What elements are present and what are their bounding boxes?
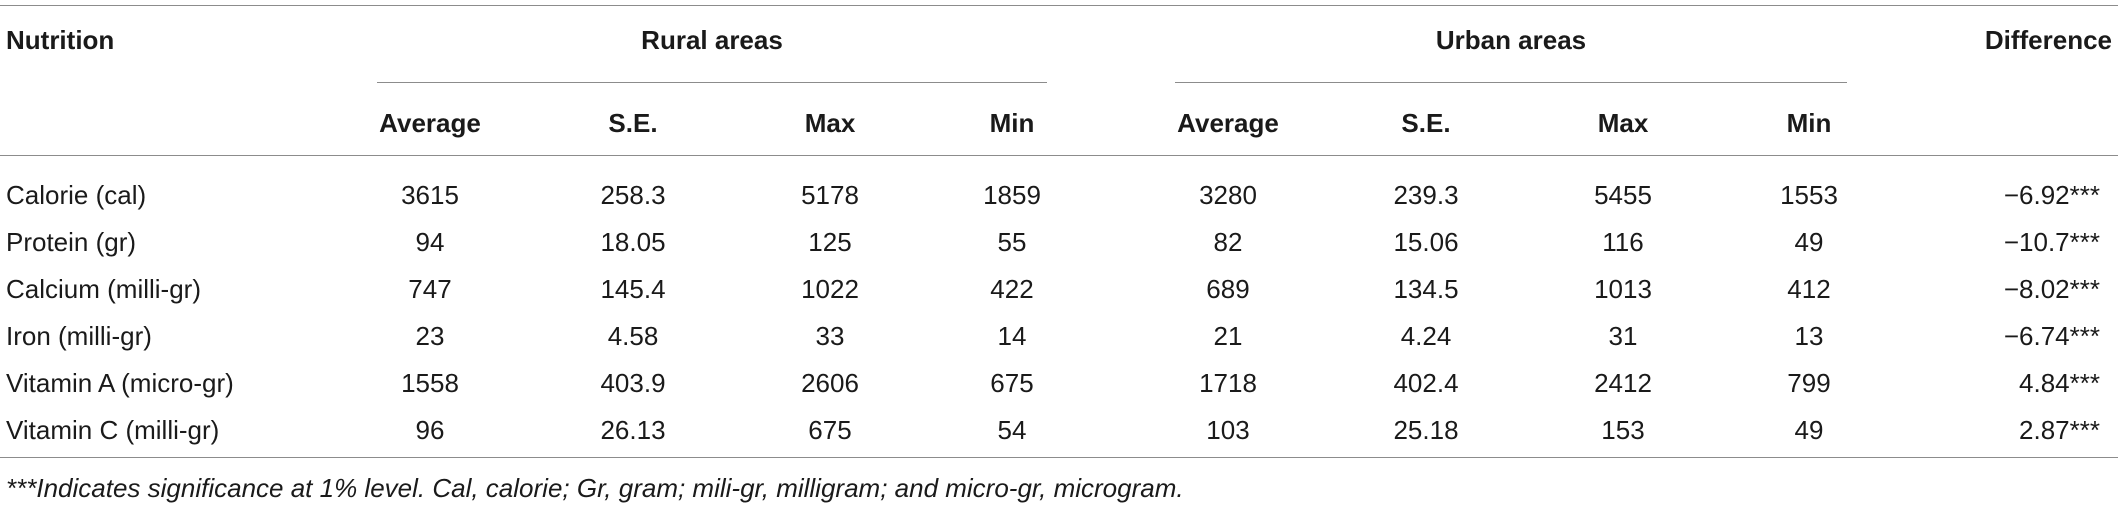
cell-difference: 4.84***: [2019, 368, 2100, 398]
cell-rural-average: 23: [415, 321, 445, 351]
row-label: Protein (gr): [6, 227, 137, 257]
cell-rural-average: 96: [415, 415, 445, 445]
cell-rural-average: 94: [415, 227, 445, 257]
cell-urban-average: 3280: [1199, 180, 1257, 210]
cell-urban-min: 412: [1787, 274, 1831, 304]
subheader-rural-se: S.E.: [608, 108, 658, 138]
cell-urban-max: 1013: [1594, 274, 1652, 304]
subheader-urban-max: Max: [1597, 108, 1649, 138]
cell-urban-max: 116: [1602, 227, 1644, 257]
cell-rural-se: 145.4: [600, 274, 666, 304]
cell-urban-average: 1718: [1199, 368, 1257, 398]
cell-urban-min: 799: [1787, 368, 1831, 398]
cell-rural-se: 18.05: [600, 227, 666, 257]
cell-rural-max: 33: [815, 321, 845, 351]
cell-difference: −8.02***: [2003, 274, 2100, 304]
cell-urban-min: 49: [1794, 415, 1824, 445]
subheader-rural-max: Max: [804, 108, 856, 138]
cell-urban-average: 689: [1206, 274, 1250, 304]
subheader-urban-average: Average: [1177, 108, 1279, 138]
row-label: Calorie (cal): [6, 180, 147, 210]
cell-rural-se: 4.58: [607, 321, 659, 351]
cell-urban-se: 25.18: [1393, 415, 1459, 445]
cell-urban-max: 5455: [1594, 180, 1652, 210]
cell-urban-se: 134.5: [1393, 274, 1459, 304]
cell-rural-min: 422: [990, 274, 1034, 304]
cell-rural-average: 1558: [401, 368, 459, 398]
cell-urban-max: 2412: [1594, 368, 1652, 398]
urban-group-rule: [1175, 82, 1847, 83]
subheader-urban-se: S.E.: [1401, 108, 1451, 138]
cell-rural-se: 258.3: [600, 180, 666, 210]
row-label: Vitamin A (micro-gr): [6, 368, 234, 398]
cell-urban-max: 31: [1608, 321, 1638, 351]
cell-rural-max: 125: [808, 227, 852, 257]
rural-group-rule: [377, 82, 1047, 83]
cell-rural-max: 2606: [801, 368, 859, 398]
cell-urban-se: 15.06: [1393, 227, 1459, 257]
cell-difference: 2.87***: [2019, 415, 2100, 445]
cell-difference: −6.74***: [2003, 321, 2100, 351]
header-bottom-rule: [0, 155, 2118, 156]
cell-rural-se: 26.13: [600, 415, 666, 445]
cell-rural-min: 14: [997, 321, 1027, 351]
header-nutrition: Nutrition: [6, 25, 115, 55]
cell-rural-average: 3615: [401, 180, 459, 210]
row-label: Iron (milli-gr): [6, 321, 152, 351]
header-rural-areas: Rural areas: [641, 25, 783, 55]
cell-urban-min: 1553: [1780, 180, 1838, 210]
cell-rural-min: 1859: [983, 180, 1041, 210]
subheader-rural-average: Average: [379, 108, 481, 138]
cell-urban-se: 239.3: [1393, 180, 1459, 210]
cell-rural-min: 55: [997, 227, 1027, 257]
cell-urban-min: 13: [1794, 321, 1824, 351]
cell-urban-se: 402.4: [1393, 368, 1459, 398]
cell-urban-se: 4.24: [1400, 321, 1452, 351]
cell-rural-max: 1022: [801, 274, 859, 304]
row-label: Calcium (milli-gr): [6, 274, 201, 304]
table-footnote: ***Indicates significance at 1% level. C…: [6, 473, 1184, 503]
cell-rural-se: 403.9: [600, 368, 666, 398]
cell-rural-max: 675: [808, 415, 852, 445]
cell-urban-min: 49: [1794, 227, 1824, 257]
cell-urban-average: 82: [1213, 227, 1243, 257]
cell-urban-average: 103: [1206, 415, 1250, 445]
cell-difference: −6.92***: [2003, 180, 2100, 210]
subheader-rural-min: Min: [989, 108, 1035, 138]
cell-rural-max: 5178: [801, 180, 859, 210]
cell-rural-min: 675: [990, 368, 1034, 398]
cell-urban-max: 153: [1601, 415, 1645, 445]
cell-rural-min: 54: [997, 415, 1027, 445]
subheader-urban-min: Min: [1786, 108, 1832, 138]
cell-urban-average: 21: [1213, 321, 1243, 351]
top-rule: [0, 5, 2118, 6]
row-label: Vitamin C (milli-gr): [6, 415, 220, 445]
cell-rural-average: 747: [408, 274, 452, 304]
body-bottom-rule: [0, 457, 2118, 458]
cell-difference: −10.7***: [2003, 227, 2100, 257]
header-urban-areas: Urban areas: [1435, 25, 1587, 55]
header-difference: Difference: [1984, 25, 2112, 55]
